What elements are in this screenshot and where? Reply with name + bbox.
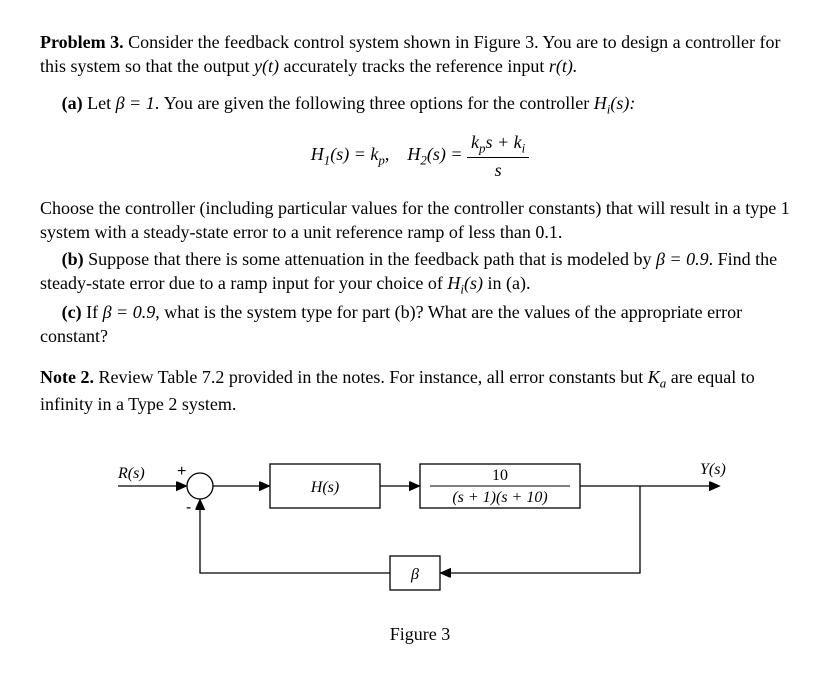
var-beta: β = 1 [116, 93, 155, 113]
label-ys: Y(s) [700, 461, 726, 478]
heading-label: Problem 3. [40, 32, 124, 52]
var-beta: β = 0.9 [656, 249, 709, 269]
text: Choose the controller (including particu… [40, 198, 790, 242]
problem-heading: Problem 3. Consider the feedback control… [40, 30, 800, 79]
plant-num: 10 [492, 467, 508, 484]
eq-comma: , [385, 144, 408, 164]
label-hs: H(s) [310, 479, 339, 496]
part-b-label: (b) [62, 249, 84, 269]
var-beta: β = 0.9 [103, 302, 156, 322]
block-diagram: R(s) + - H(s) 10 (s + 1)(s + 10) Y(s) β [100, 446, 740, 616]
eq-h2: H [407, 144, 420, 164]
part-c-label: (c) [62, 302, 82, 322]
text: Let [83, 93, 116, 113]
label-beta: β [410, 566, 419, 583]
figure-3: R(s) + - H(s) 10 (s + 1)(s + 10) Y(s) β … [40, 446, 800, 646]
var-hi: H [447, 273, 460, 293]
label-plus: + [177, 463, 186, 480]
var-hi-arg: (s): [610, 93, 635, 113]
num-isub: i [522, 140, 526, 155]
den-s: s [467, 158, 529, 182]
var-rt: r(t). [549, 56, 578, 76]
eq-h2-arg: (s) = [427, 144, 467, 164]
var-yt: y(t) [254, 56, 279, 76]
eq-h1-arg: (s) = k [330, 144, 378, 164]
plant-den: (s + 1)(s + 10) [452, 489, 547, 506]
summing-junction [187, 473, 213, 499]
text: Review Table 7.2 provided in the notes. … [94, 367, 648, 387]
part-a-label: (a) [62, 93, 83, 113]
eq-h1: H [311, 144, 324, 164]
note: Note 2. Review Table 7.2 provided in the… [40, 365, 800, 416]
num-rest: s + k [485, 132, 521, 152]
note-heading: Note 2. [40, 367, 94, 387]
var-ka: K [648, 367, 660, 387]
text: in (a). [483, 273, 530, 293]
text: If [82, 302, 103, 322]
wire-feedback-left [200, 501, 390, 573]
text: Suppose that there is some attenuation i… [84, 249, 656, 269]
label-minus: - [186, 499, 191, 516]
part-c: (c) If β = 0.9, what is the system type … [40, 300, 800, 349]
eq-fraction: kps + ki s [467, 130, 529, 182]
figure-caption: Figure 3 [40, 622, 800, 646]
part-b: (b) Suppose that there is some attenuati… [40, 247, 800, 298]
label-rs: R(s) [117, 465, 145, 482]
part-a: (a) Let β = 1. You are given the followi… [40, 91, 800, 118]
part-a-followup: Choose the controller (including particu… [40, 196, 800, 245]
controller-equations: H1(s) = kp, H2(s) = kps + ki s [40, 130, 800, 182]
num-kp: k [471, 132, 479, 152]
var-hi-arg: (s) [464, 273, 483, 293]
text: . You are given the following three opti… [155, 93, 594, 113]
text: accurately tracks the reference input [279, 56, 549, 76]
var-hi: H [594, 93, 607, 113]
